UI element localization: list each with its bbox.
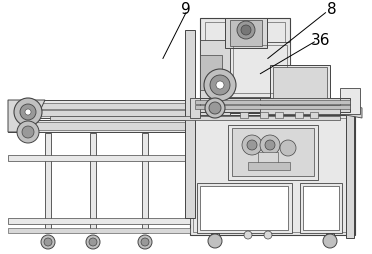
Bar [258,152,278,164]
Text: 8: 8 [327,2,337,17]
Circle shape [205,98,225,118]
Bar [190,115,355,235]
Bar [195,105,350,109]
Bar [230,20,262,46]
Circle shape [241,25,251,35]
Circle shape [265,140,275,150]
Bar [248,162,290,170]
Bar [8,155,190,161]
Bar [346,108,354,238]
Bar [185,30,195,218]
Bar [260,107,340,114]
Bar [200,40,230,115]
Bar [8,100,193,118]
Circle shape [323,234,337,248]
Bar [310,112,318,118]
Circle shape [138,235,152,249]
Circle shape [89,238,97,246]
Bar [190,98,200,118]
Bar [273,67,327,111]
Bar [12,122,189,130]
Bar [45,133,51,233]
Bar [225,18,267,48]
Circle shape [86,235,100,249]
Bar [300,183,342,233]
Circle shape [14,98,42,126]
Bar [240,112,248,118]
Polygon shape [340,100,362,118]
Circle shape [204,69,236,101]
Bar [340,88,360,114]
Bar [197,183,292,233]
Bar [211,233,219,245]
Bar [228,125,318,180]
Bar [232,128,314,176]
Bar [270,65,330,113]
Bar [200,186,288,230]
Bar [233,45,287,93]
Bar [230,42,290,97]
Bar [8,228,190,233]
Circle shape [210,75,230,95]
Circle shape [17,121,39,143]
Circle shape [264,231,272,239]
Bar [260,98,340,105]
Bar [326,233,334,245]
Circle shape [41,235,55,249]
Circle shape [244,231,252,239]
Polygon shape [8,100,45,132]
Circle shape [280,140,296,156]
Bar [303,186,339,230]
Circle shape [216,81,224,89]
Bar [195,100,350,104]
Bar [260,112,268,118]
Text: 36: 36 [311,33,330,48]
Bar [200,18,290,113]
Circle shape [209,102,221,114]
Bar [12,110,189,116]
Circle shape [20,104,36,120]
Circle shape [44,238,52,246]
Circle shape [242,135,262,155]
Circle shape [237,21,255,39]
Circle shape [260,135,280,155]
Bar [142,133,148,233]
Bar [50,116,340,120]
Bar [195,98,350,112]
Bar [12,103,189,109]
Bar [8,218,190,224]
Bar [8,120,193,132]
Circle shape [247,140,257,150]
Text: 9: 9 [181,2,191,17]
Circle shape [141,238,149,246]
Circle shape [25,109,31,115]
Bar [205,22,285,110]
Bar [295,112,303,118]
Bar [275,112,283,118]
Bar [200,55,222,90]
Circle shape [208,234,222,248]
Bar [90,133,96,233]
Circle shape [22,126,34,138]
Bar [193,118,352,232]
